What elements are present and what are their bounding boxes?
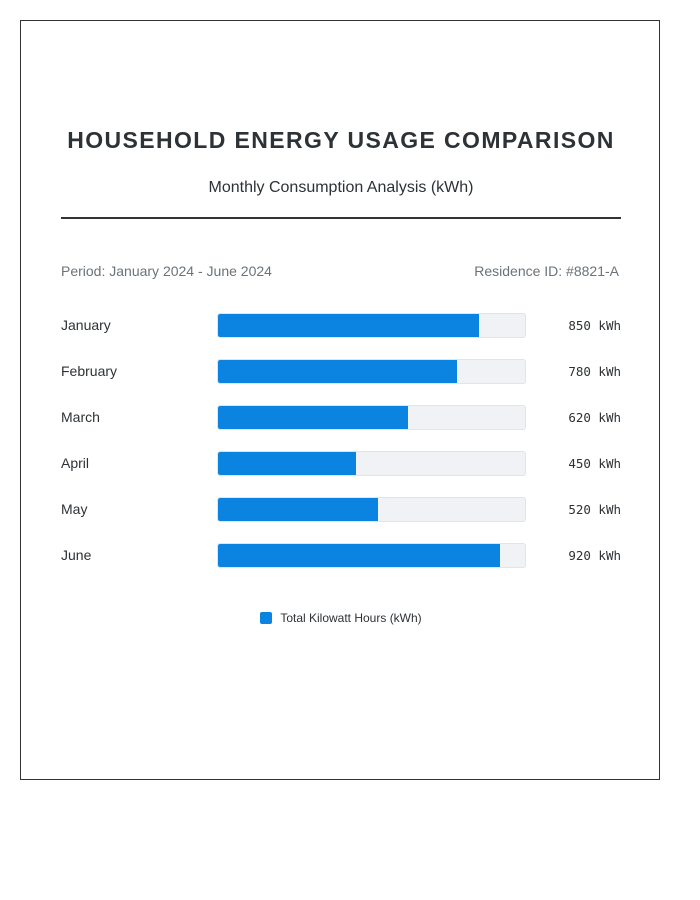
category-label: April: [61, 455, 90, 471]
chart-title: HOUSEHOLD ENERGY USAGE COMPARISON: [67, 127, 615, 153]
bar-row: May 520 kWh: [61, 497, 621, 523]
bar: [218, 452, 357, 475]
bar-track: [217, 451, 526, 476]
bar-track: [217, 405, 526, 430]
bar-row: June 920 kWh: [61, 543, 621, 569]
category-label: June: [61, 547, 92, 563]
bar: [218, 314, 479, 337]
bar-chart: January 850 kWh February 780 kWh March 620 kW…: [61, 313, 621, 589]
bar: [218, 498, 378, 521]
value-label: 850 kWh: [568, 318, 621, 333]
bar-row: April 450 kWh: [61, 451, 621, 477]
bar-track: [217, 313, 526, 338]
report-card: HOUSEHOLD ENERGY USAGE COMPARISON Monthl…: [20, 20, 660, 780]
legend-item: Total Kilowatt Hours (kWh): [260, 611, 422, 625]
category-label: February: [61, 363, 118, 379]
legend: Total Kilowatt Hours (kWh): [21, 611, 661, 627]
divider: [61, 217, 621, 219]
category-label: May: [61, 501, 88, 517]
category-label: January: [61, 317, 111, 333]
residence-id: Residence ID: #8821-A: [474, 263, 619, 279]
legend-swatch: [260, 612, 273, 624]
value-label: 620 kWh: [568, 410, 621, 425]
legend-label: Total Kilowatt Hours (kWh): [280, 611, 422, 625]
bar-track: [217, 359, 526, 384]
period-label: Period: January 2024 - June 2024: [61, 263, 272, 279]
value-label: 520 kWh: [568, 502, 621, 517]
bar: [218, 360, 458, 383]
bar-row: February 780 kWh: [61, 359, 621, 385]
bar-track: [217, 497, 526, 522]
bar: [218, 544, 501, 567]
bar-row: January 850 kWh: [61, 313, 621, 339]
chart-subtitle: Monthly Consumption Analysis (kWh): [208, 179, 474, 196]
bar: [218, 406, 409, 429]
bar-row: March 620 kWh: [61, 405, 621, 431]
value-label: 450 kWh: [568, 456, 621, 471]
value-label: 780 kWh: [568, 364, 621, 379]
value-label: 920 kWh: [568, 548, 621, 563]
category-label: March: [61, 409, 100, 425]
bar-track: [217, 543, 526, 568]
